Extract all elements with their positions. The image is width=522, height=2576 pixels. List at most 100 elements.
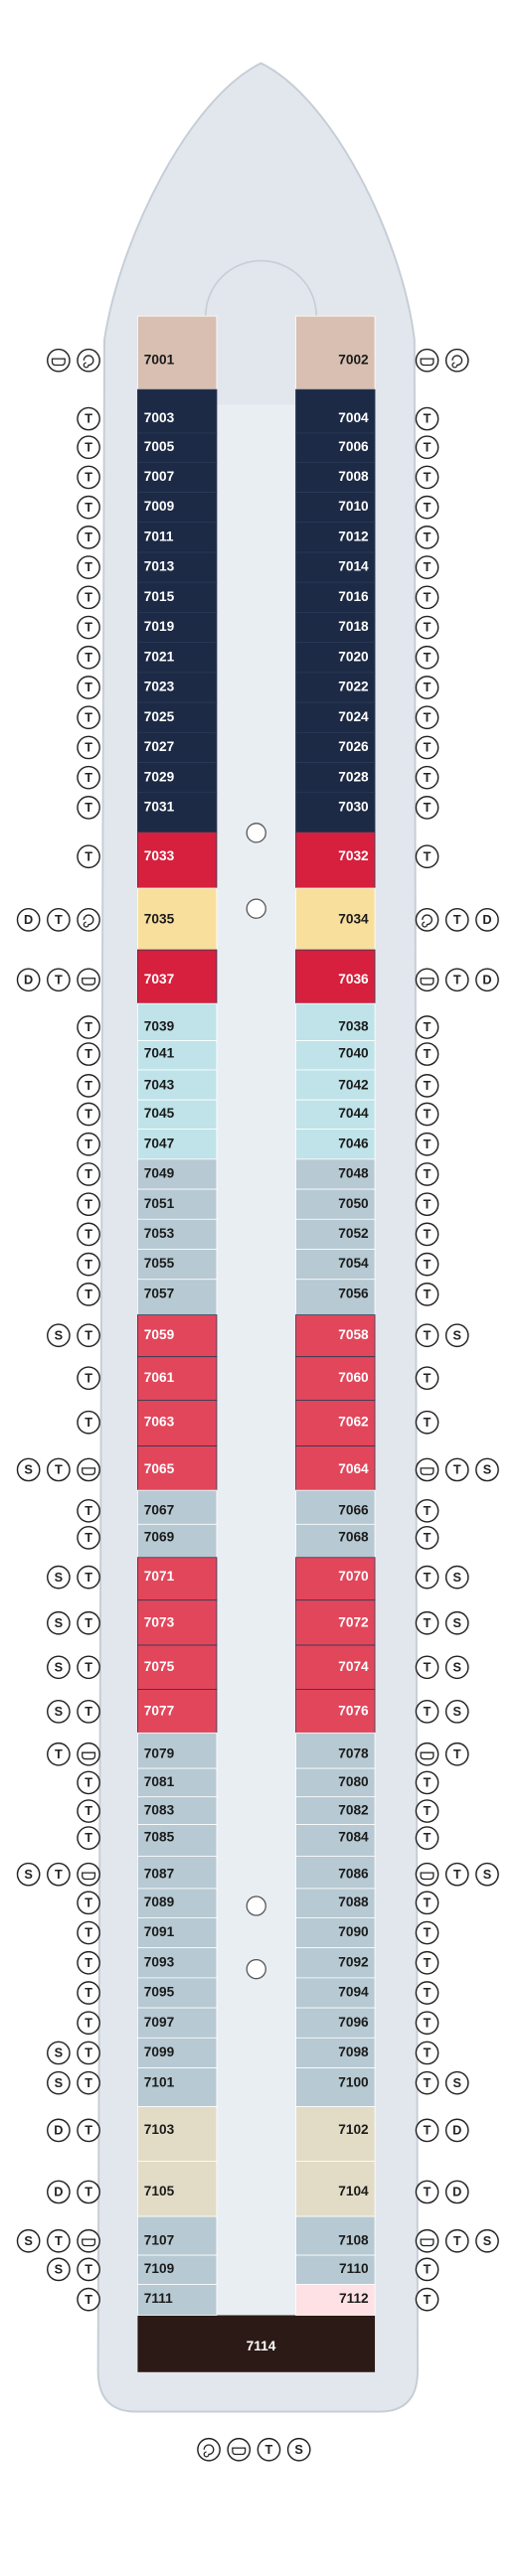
badge-letter: T (424, 2046, 432, 2060)
badge-circle (77, 2041, 100, 2065)
badge-circle (77, 1015, 100, 1039)
badge-letter: T (424, 439, 432, 454)
badge-letter: T (424, 1704, 432, 1719)
badge-circle (415, 1498, 439, 1523)
badge-letter: D (452, 2185, 461, 2199)
badge-letter: D (482, 912, 491, 927)
cabin-number: 7013 (144, 559, 175, 574)
cabin (295, 1644, 376, 1690)
badge: S (16, 1862, 41, 1887)
cabin-number: 7002 (338, 352, 369, 367)
badge-letter: T (85, 1615, 92, 1630)
cabin-number: 7053 (144, 1226, 175, 1241)
badge-circle (77, 1042, 100, 1066)
cabin (295, 701, 376, 733)
cabin-number: 7080 (338, 1774, 369, 1789)
badge-circle (415, 1042, 439, 1066)
badge-circle (444, 1610, 469, 1635)
cabin-number: 7111 (144, 2291, 173, 2306)
cabin (295, 1888, 376, 1918)
cabin-number: 7107 (144, 2232, 174, 2247)
badge-circle (415, 1410, 439, 1435)
badge-circle (444, 2228, 469, 2253)
badge-circle (77, 1132, 100, 1156)
cabin-number: 7032 (338, 848, 369, 863)
cabin-number: 7024 (338, 709, 369, 724)
cabin (295, 1824, 376, 1857)
bath-icon (77, 1862, 100, 1887)
badge: T (77, 1950, 100, 1975)
badge-letter: T (85, 1257, 92, 1272)
cabin (137, 492, 218, 524)
icon-circle (444, 348, 469, 373)
badge-circle (415, 1920, 439, 1945)
stern-cabin-label: 7114 (247, 2339, 276, 2353)
badge-circle (77, 1826, 100, 1850)
badge: T (77, 1826, 100, 1850)
badge: S (475, 2228, 499, 2253)
cabin-number: 7050 (338, 1196, 369, 1211)
badge-letter: T (55, 1746, 63, 1761)
badge: S (444, 1323, 469, 1348)
badge-letter: T (85, 1136, 92, 1151)
badge: T (77, 435, 100, 460)
cabin-number: 7022 (338, 680, 369, 694)
badge-circle (415, 526, 439, 549)
badge-circle (77, 435, 100, 460)
cabin-number: 7048 (338, 1166, 369, 1181)
cabin (137, 551, 218, 583)
cabin (137, 672, 218, 703)
badge-circle (415, 2118, 439, 2143)
cabin-number: 7007 (144, 469, 174, 484)
badge-letter: T (85, 1287, 92, 1301)
badge: D (47, 2118, 71, 2143)
cabin-number: 7011 (144, 529, 174, 543)
badge-letter: D (54, 2185, 63, 2199)
cabin (137, 2037, 218, 2068)
badge-circle (77, 1891, 100, 1915)
tub-shape (420, 978, 435, 985)
badge-letter: T (85, 559, 92, 574)
badge-letter: T (424, 1530, 432, 1545)
badge: T (77, 615, 100, 640)
badge-circle (415, 1610, 439, 1635)
badge: T (415, 1102, 439, 1127)
badge: D (444, 2118, 469, 2143)
badge-letter: T (85, 2123, 92, 2138)
cabin-number: 7035 (144, 911, 175, 926)
badge-circle (444, 1742, 469, 1766)
badge-circle (415, 844, 439, 869)
cabin (137, 1158, 218, 1190)
badge-circle (47, 907, 71, 932)
badge-letter: T (85, 2292, 92, 2307)
badge-letter: S (55, 1570, 63, 1585)
spa-icon (77, 907, 100, 932)
badge-letter: T (424, 470, 432, 485)
badge-letter: D (24, 972, 33, 986)
badge-letter: T (424, 1166, 432, 1181)
badge: T (415, 1132, 439, 1156)
badge-circle (77, 2011, 100, 2036)
badge-letter: T (85, 1830, 92, 1845)
badge: T (415, 1891, 439, 1915)
badge-letter: T (85, 1046, 92, 1061)
badge-circle (415, 1655, 439, 1680)
badge-letter: S (453, 2075, 461, 2090)
badge-letter: D (452, 2123, 461, 2138)
cabin-number: 7095 (144, 1985, 175, 2000)
icon-circle (415, 1862, 439, 1887)
cabin (137, 1888, 218, 1918)
badge-letter: T (85, 1570, 92, 1585)
badge: T (77, 1920, 100, 1945)
icon-circle (415, 2228, 439, 2253)
cabin (295, 1445, 376, 1491)
badge-letter: S (294, 2442, 302, 2457)
cabin (137, 1689, 218, 1734)
badge: T (77, 1074, 100, 1098)
cabin (295, 1158, 376, 1190)
bath-icon (415, 2228, 439, 2253)
badge-letter: T (85, 740, 92, 755)
badge-circle (77, 796, 100, 820)
cabin-number: 7084 (338, 1830, 369, 1845)
cabin-number: 7075 (144, 1659, 175, 1674)
